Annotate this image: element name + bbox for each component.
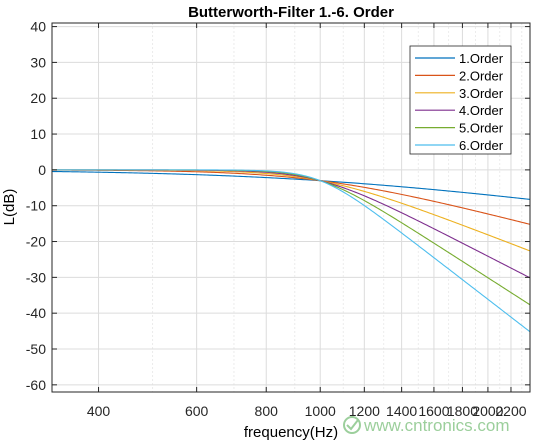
legend-label-3: 3.Order bbox=[459, 86, 504, 101]
x-axis-label: frequency(Hz) bbox=[244, 424, 338, 440]
y-axis-label: L(dB) bbox=[1, 189, 18, 226]
series-line-6 bbox=[52, 169, 531, 333]
x-tick-label: 600 bbox=[185, 403, 209, 419]
x-tick-label: 800 bbox=[255, 403, 279, 419]
watermark-check-icon bbox=[346, 419, 359, 431]
y-tick-label: -50 bbox=[26, 341, 46, 357]
y-tick-label: -60 bbox=[26, 377, 46, 393]
y-tick-label: 40 bbox=[30, 19, 46, 35]
y-tick-label: 10 bbox=[30, 126, 46, 142]
x-tick-label: 1200 bbox=[349, 403, 380, 419]
legend-label-6: 6.Order bbox=[459, 138, 504, 153]
legend-label-1: 1.Order bbox=[459, 51, 504, 66]
x-tick-label: 1400 bbox=[386, 403, 417, 419]
y-tick-label: 0 bbox=[38, 162, 46, 178]
legend-label-2: 2.Order bbox=[459, 68, 504, 83]
x-tick-label: 1000 bbox=[305, 403, 336, 419]
x-tick-label: 1600 bbox=[418, 403, 449, 419]
x-tick-label: 2000 bbox=[472, 403, 503, 419]
x-tick-label: 2200 bbox=[495, 403, 526, 419]
y-tick-label: -40 bbox=[26, 305, 46, 321]
x-tick-label: 400 bbox=[87, 403, 111, 419]
plot-frame bbox=[51, 22, 531, 393]
watermark: www.cntronics.com bbox=[343, 416, 509, 435]
legend-label-4: 4.Order bbox=[459, 103, 504, 118]
series-lines bbox=[51, 169, 531, 333]
y-tick-label: -10 bbox=[26, 198, 46, 214]
legend-box bbox=[409, 45, 512, 155]
legend-label-5: 5.Order bbox=[459, 121, 504, 136]
watermark-logo-icon bbox=[343, 416, 361, 434]
legend: 1.Order 2.Order 3.Order 4.Order 5.Order 6.Ord… bbox=[409, 45, 512, 155]
y-tick-label: 20 bbox=[30, 90, 46, 106]
y-tick-label: 30 bbox=[30, 54, 46, 70]
x-tick-label: 1800 bbox=[447, 403, 478, 419]
chart-title: Butterworth-Filter 1.-6. Order bbox=[188, 4, 394, 21]
series-line-1 bbox=[51, 170, 531, 200]
y-tick-label: -20 bbox=[26, 234, 46, 250]
watermark-text: www.cntronics.com bbox=[363, 416, 509, 435]
y-tick-label: -30 bbox=[26, 269, 46, 285]
